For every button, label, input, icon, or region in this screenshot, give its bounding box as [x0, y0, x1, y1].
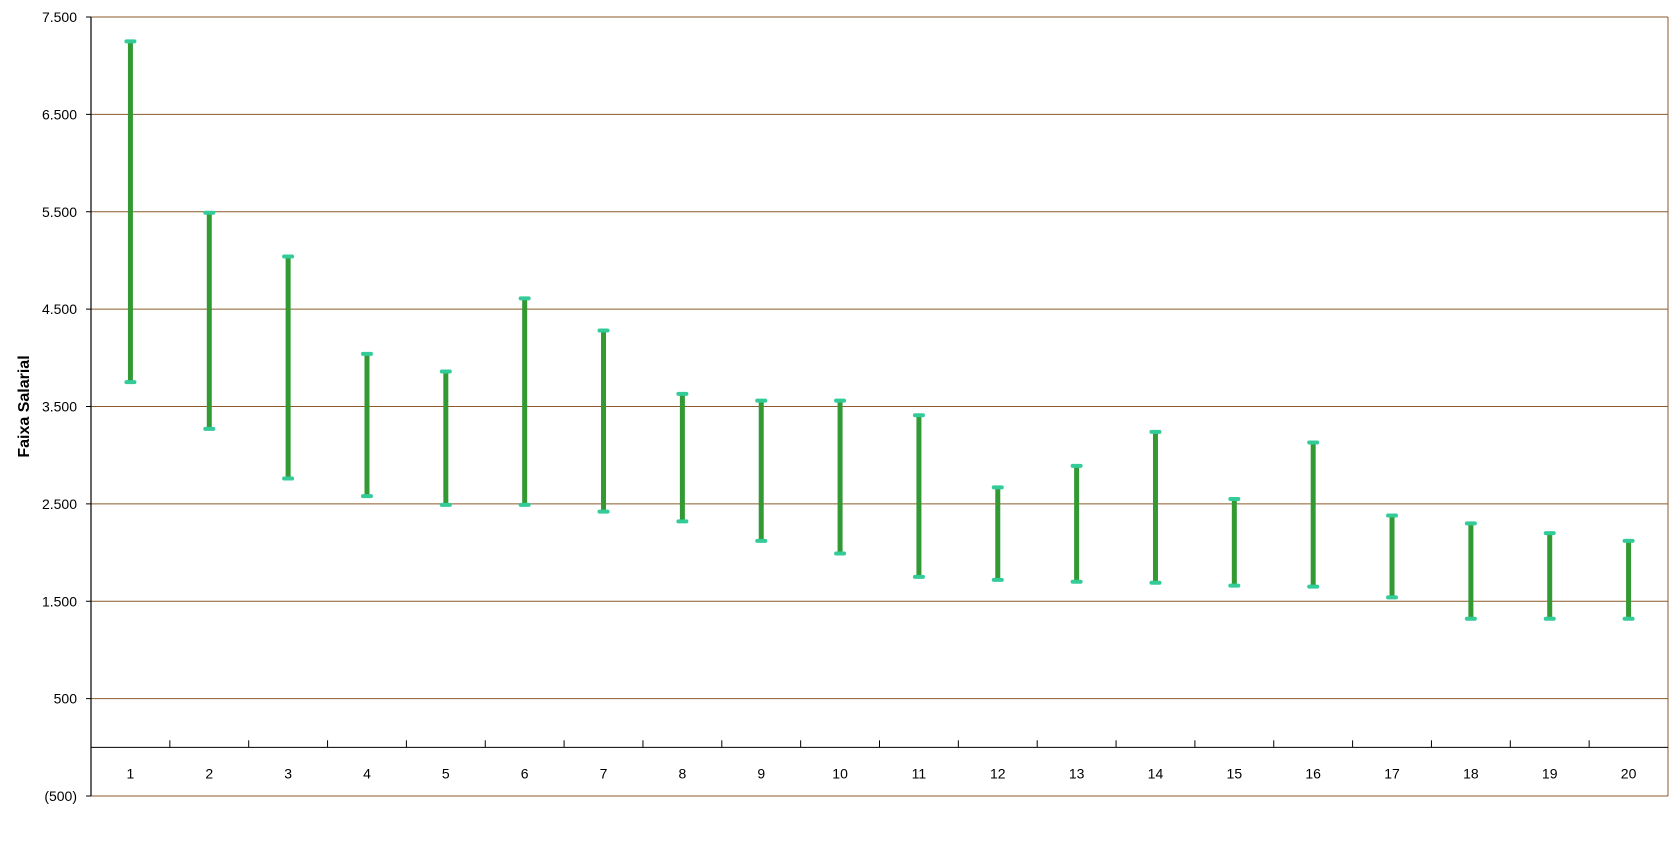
x-tick-label: 5	[442, 765, 450, 781]
range-bar	[1152, 431, 1158, 583]
range-low-cap	[439, 502, 452, 507]
x-tick-label: 10	[832, 765, 848, 781]
range-low-cap	[282, 476, 295, 481]
range-low-cap	[518, 502, 531, 507]
range-high-cap	[1543, 531, 1556, 536]
range-high-cap	[1149, 429, 1162, 434]
range-low-cap	[597, 509, 610, 514]
range-high-cap	[124, 39, 137, 44]
tick-labels: (500) 500 1.500 2.500 3.500 4.500 5.500 6.500 7.…	[42, 9, 1637, 804]
x-tick-label: 12	[990, 765, 1006, 781]
range-low-cap	[124, 380, 137, 385]
x-tick-label: 7	[600, 765, 608, 781]
range-high-cap	[1228, 497, 1241, 502]
range-bar	[1468, 523, 1474, 619]
range-low-cap	[1149, 580, 1162, 585]
range-bar	[916, 415, 922, 577]
y-tick-label: 5.500	[42, 204, 77, 220]
range-low-cap	[203, 426, 216, 431]
range-high-cap	[1622, 538, 1635, 543]
range-high-cap	[282, 254, 295, 259]
range-low-cap	[1307, 584, 1320, 589]
range-high-cap	[518, 296, 531, 301]
x-tick-label: 8	[678, 765, 686, 781]
y-tick-label: 4.500	[42, 301, 77, 317]
gridlines	[91, 16, 1669, 797]
range-bar	[679, 393, 685, 522]
x-tick-label: 6	[521, 765, 529, 781]
range-bar	[1547, 533, 1553, 619]
x-tick-label: 15	[1227, 765, 1243, 781]
range-bar	[206, 212, 212, 429]
range-bar	[758, 400, 764, 541]
range-high-cap	[834, 398, 847, 403]
range-high-cap	[1464, 521, 1477, 526]
y-tick-label: (500)	[44, 788, 77, 804]
range-low-cap	[360, 494, 373, 499]
range-bar	[443, 371, 449, 505]
range-bar	[1231, 499, 1237, 586]
range-low-cap	[676, 519, 689, 524]
range-high-cap	[676, 391, 689, 396]
range-high-cap	[203, 210, 216, 215]
y-tick-label: 3.500	[42, 399, 77, 415]
range-bar	[837, 400, 843, 554]
range-high-cap	[597, 328, 610, 333]
range-bar	[364, 353, 370, 497]
range-low-cap	[912, 574, 925, 579]
x-tick-label: 11	[912, 765, 927, 781]
range-low-cap	[1543, 616, 1556, 621]
range-high-cap	[991, 485, 1004, 490]
range-bar	[601, 330, 607, 512]
y-tick-label: 500	[54, 691, 78, 707]
range-bar	[522, 298, 528, 505]
x-tick-label: 3	[284, 765, 292, 781]
range-bars	[124, 39, 1635, 621]
range-low-cap	[834, 551, 847, 556]
x-tick-label: 14	[1148, 765, 1164, 781]
range-high-cap	[439, 369, 452, 374]
y-tick-label: 2.500	[42, 496, 77, 512]
range-high-cap	[1386, 513, 1399, 518]
x-tick-label: 13	[1069, 765, 1085, 781]
x-tick-label: 17	[1384, 765, 1400, 781]
range-low-cap	[1228, 583, 1241, 588]
x-tick-label: 18	[1463, 765, 1479, 781]
y-tick-label: 1.500	[42, 593, 77, 609]
range-bar	[1626, 540, 1632, 619]
x-tick-label: 1	[127, 765, 135, 781]
range-bar	[285, 256, 291, 479]
range-low-cap	[1070, 579, 1083, 584]
x-tick-label: 19	[1542, 765, 1558, 781]
x-tick-label: 20	[1621, 765, 1637, 781]
range-low-cap	[1464, 616, 1477, 621]
range-bar	[1310, 442, 1316, 587]
range-low-cap	[991, 577, 1004, 582]
range-high-cap	[912, 413, 925, 418]
y-axis-title: Faixa Salarial	[16, 355, 33, 457]
range-high-cap	[1070, 463, 1083, 468]
range-low-cap	[1622, 616, 1635, 621]
range-bar	[995, 487, 1001, 580]
x-tick-label: 2	[205, 765, 213, 781]
x-tick-label: 4	[363, 765, 371, 781]
range-bar	[127, 41, 133, 383]
range-low-cap	[1386, 595, 1399, 600]
y-tick-label: 7.500	[42, 9, 77, 25]
range-low-cap	[755, 538, 768, 543]
range-high-cap	[755, 398, 768, 403]
range-bar	[1389, 515, 1395, 598]
range-high-cap	[1307, 440, 1320, 445]
axes	[86, 16, 1668, 797]
range-bar	[1074, 465, 1080, 582]
y-tick-label: 6.500	[42, 106, 77, 122]
x-tick-label: 16	[1305, 765, 1321, 781]
x-tick-label: 9	[757, 765, 765, 781]
range-high-cap	[360, 351, 373, 356]
